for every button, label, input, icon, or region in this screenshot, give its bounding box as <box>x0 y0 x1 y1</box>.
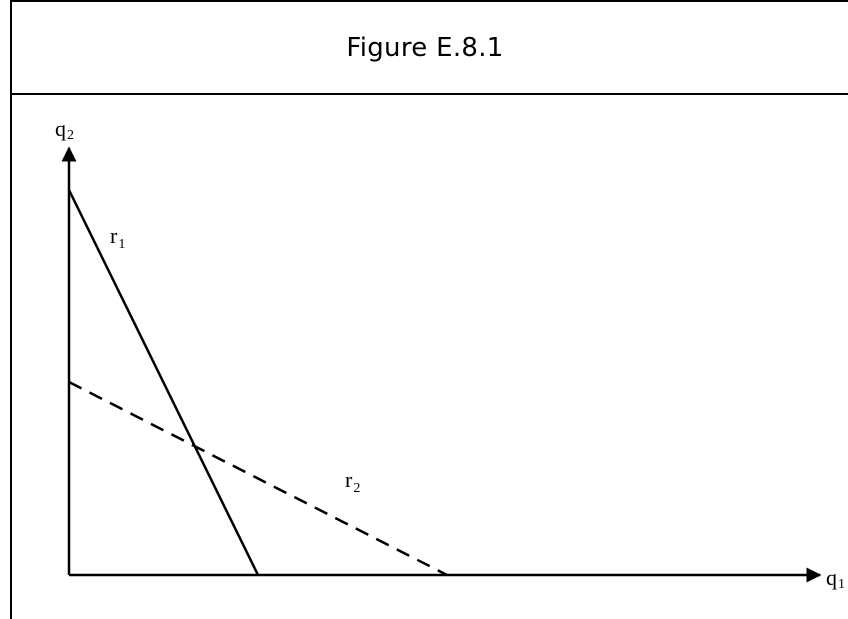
curve-label-r2: r2 <box>345 467 360 496</box>
x-axis-label-sub: 1 <box>838 577 845 592</box>
y-axis-label-sub: 2 <box>67 128 74 143</box>
figure-title-bar: Figure E.8.1 <box>12 2 848 95</box>
curve-label-r1: r1 <box>110 223 125 252</box>
curve-label-r2-base: r <box>345 467 353 492</box>
y-axis-label: q2 <box>55 116 74 143</box>
figure-title: Figure E.8.1 <box>346 32 504 63</box>
x-axis-label: q1 <box>826 565 845 592</box>
curve-label-r2-sub: 2 <box>353 481 360 496</box>
curve-label-r1-base: r <box>110 223 118 248</box>
x-axis-label-base: q <box>826 565 837 590</box>
reaction-curve-r1 <box>67 189 260 576</box>
figure-frame: Figure E.8.1 <box>10 0 848 619</box>
curve-label-r1-sub: 1 <box>118 237 125 252</box>
y-axis-label-base: q <box>55 116 66 141</box>
reaction-curve-r2 <box>68 380 448 577</box>
